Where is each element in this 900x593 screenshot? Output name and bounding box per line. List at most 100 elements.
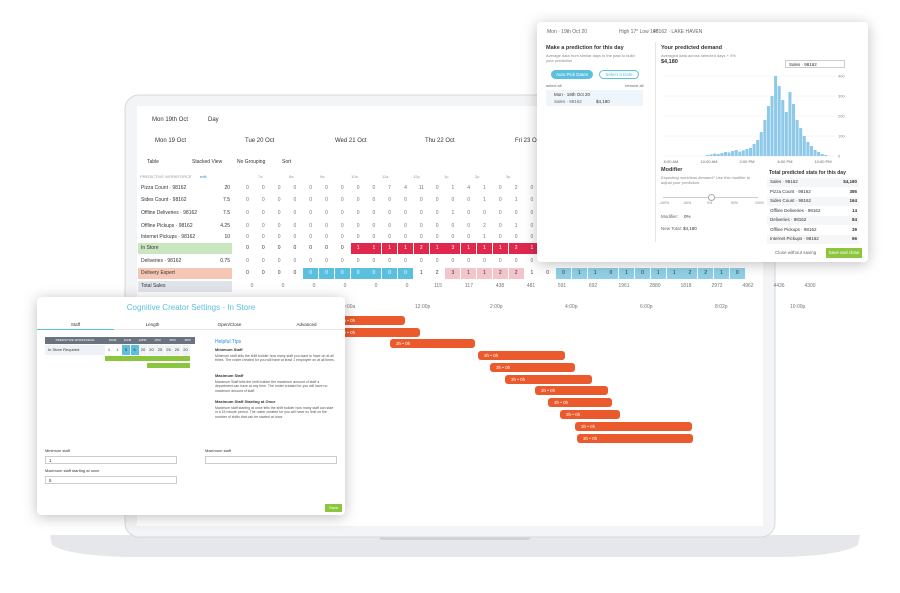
save-button[interactable]: Save and close — [826, 248, 862, 258]
row-label: Offline Pickups · 98162 — [141, 223, 193, 229]
day-tab[interactable]: Thu 22 Oct — [425, 138, 455, 144]
toolbar-item[interactable]: Sort — [282, 159, 292, 165]
table-header-cell: 1PM — [150, 337, 165, 344]
required-cell[interactable]: 20 — [173, 345, 181, 355]
time-label: 10:00p — [790, 304, 806, 310]
select-date-button[interactable]: Select a Date — [599, 70, 639, 79]
grid-cell: 0 — [340, 210, 344, 216]
grid-cell: 0 — [404, 197, 407, 203]
stat-value: $4,180 — [843, 179, 857, 184]
x-tick-label: 10:00 PM — [814, 159, 831, 164]
shift-bar[interactable]: 3h • 0h — [478, 351, 565, 360]
required-cell[interactable]: 20 — [147, 345, 156, 355]
required-cell[interactable]: 1 — [113, 345, 122, 355]
view-select[interactable]: Day — [208, 117, 219, 123]
shift-bar[interactable]: 3h • 0h — [560, 410, 620, 419]
histogram-bar — [706, 155, 710, 156]
settings-tab[interactable]: Advanced — [268, 320, 345, 330]
grid-cell: 0 — [261, 223, 265, 229]
stat-row — [767, 225, 859, 235]
text-input[interactable]: 5 — [45, 476, 177, 484]
grid-cell: 1 — [514, 197, 518, 203]
settings-tab[interactable]: Length — [114, 320, 191, 330]
auto-pick-button[interactable]: Auto Pick Dates — [551, 70, 593, 79]
grid-cell: 0 — [388, 234, 392, 240]
grid-cell: 0 — [372, 197, 376, 203]
grid-cell: 0 — [388, 258, 392, 264]
close-button[interactable]: Close without saving — [775, 250, 817, 255]
table-header-cell: 11AM — [120, 337, 135, 344]
hour-label: 2p — [475, 174, 480, 179]
grid-cell: 481 — [526, 283, 536, 289]
table-header-cell: 10AM — [105, 337, 120, 344]
shift-bar[interactable]: 3h • 0h — [505, 375, 592, 384]
shift-bar[interactable]: 3h • 0h — [575, 422, 692, 431]
required-cell[interactable]: 5 — [130, 345, 139, 355]
shift-bar[interactable]: 3h • 0h — [390, 339, 475, 348]
y-tick-label: 300 — [838, 94, 845, 99]
histogram-bar — [741, 150, 745, 156]
grid-cell: 0 — [530, 185, 534, 191]
grid-cell: 1 — [461, 243, 477, 254]
prediction-popup: Mon · 19th Oct 20 High 17° Low 14° 98162 ·… — [537, 22, 868, 262]
tip-heading: Maximum Staff — [215, 373, 244, 378]
remove-all[interactable]: remove all — [625, 83, 644, 88]
slider-knob[interactable] — [708, 194, 715, 201]
edit-link[interactable]: edit — [200, 174, 207, 179]
required-cell[interactable]: 25 — [164, 345, 173, 355]
day-tab[interactable]: Tue 20 Oct — [245, 138, 275, 144]
stat-value: 14 — [851, 207, 857, 213]
grid-cell: 0 — [372, 258, 376, 264]
grid-cell: 0 — [261, 234, 265, 240]
grid-cell: 0 — [246, 185, 249, 191]
grid-cell: 0 — [530, 197, 534, 203]
required-cell[interactable]: 20 — [139, 345, 147, 355]
grid-cell: 1 — [382, 243, 398, 254]
required-cell[interactable]: 20 — [181, 345, 190, 355]
histogram-bar — [720, 153, 724, 156]
settings-tab[interactable]: Staff — [37, 320, 114, 330]
grid-cell: 0 — [246, 223, 249, 229]
settings-save[interactable]: Save — [325, 504, 342, 512]
hour-label: 9a — [320, 174, 325, 179]
grid-cell: 0 — [366, 268, 382, 279]
grid-cell: 0 — [277, 258, 281, 264]
shift-bar[interactable]: 3h • 0h — [335, 328, 420, 337]
shift-bar[interactable]: 3h • 0h — [335, 316, 405, 325]
histogram-bar — [763, 120, 767, 156]
toolbar-item[interactable]: Table — [147, 159, 159, 165]
histogram-bar — [788, 92, 792, 156]
stat-name: Offline Pickups · 98162 — [770, 226, 817, 232]
grid-cell: 0 — [246, 210, 249, 216]
tip-heading: Minimum Staff — [215, 347, 243, 352]
shift-bar[interactable]: 3h • 0h — [548, 398, 612, 407]
date-nav[interactable]: Mon 19th Oct — [152, 117, 189, 123]
toolbar-item[interactable]: No Grouping — [237, 159, 266, 165]
day-tab[interactable]: Fri 23 Oct — [515, 138, 542, 144]
grid-cell: 0 — [419, 258, 423, 264]
grid-cell: 11 — [418, 185, 424, 191]
grid-cell: 1 — [429, 243, 445, 254]
shift-bar[interactable]: 3h • 0h — [490, 363, 575, 372]
grid-cell: 0 — [451, 197, 455, 203]
required-cell[interactable]: 25 — [156, 345, 164, 355]
required-cell[interactable]: 1 — [105, 345, 113, 355]
required-cell[interactable]: 5 — [122, 345, 130, 355]
shift-bar[interactable]: 3h • 0h — [535, 386, 608, 395]
grid-cell: 1 — [477, 268, 492, 279]
shift-bar[interactable]: 3h • 0h — [577, 434, 693, 443]
text-input[interactable]: 1 — [45, 456, 177, 464]
settings-tab[interactable]: Open/Close — [191, 320, 268, 330]
grid-cell: 0 — [293, 234, 297, 240]
grid-cell: 1 — [714, 268, 729, 279]
text-input[interactable] — [205, 456, 337, 464]
histogram-bar — [734, 150, 738, 156]
day-tab[interactable]: Mon 19 Oct — [155, 138, 187, 144]
grid-cell: 0 — [261, 210, 265, 216]
grid-cell: 0 — [603, 268, 619, 279]
metric-select[interactable]: Sales · 98162 — [785, 60, 845, 68]
day-tab[interactable]: Wed 21 Oct — [335, 138, 367, 144]
select-all[interactable]: select all — [546, 83, 562, 88]
toolbar-item[interactable]: Stacked View — [192, 159, 223, 165]
grid-cell: 0 — [325, 258, 328, 264]
